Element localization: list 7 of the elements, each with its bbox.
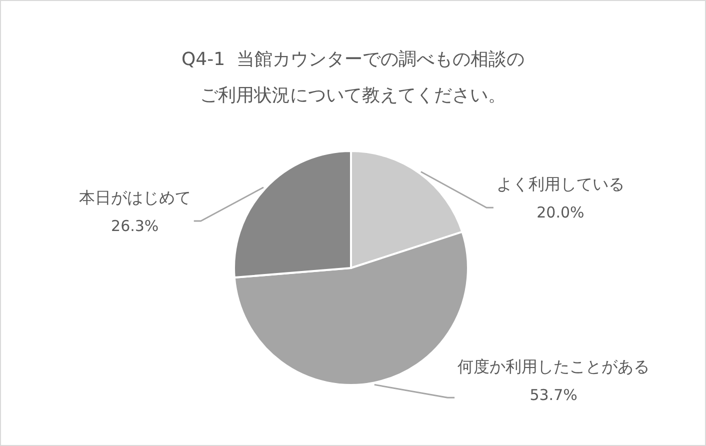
slice-label: 本日がはじめて xyxy=(78,188,191,208)
data-label: 20.0% xyxy=(536,204,584,222)
slice-label: 何度か利用したことがある xyxy=(458,356,650,376)
data-label: 53.7% xyxy=(530,386,578,404)
data-label: 26.3% xyxy=(111,217,159,236)
chart-title: Q4-1 当館カウンターでの調べもの相談のご利用状況について教えてください。 xyxy=(181,49,525,106)
slice-label: よく利用している xyxy=(496,174,624,194)
